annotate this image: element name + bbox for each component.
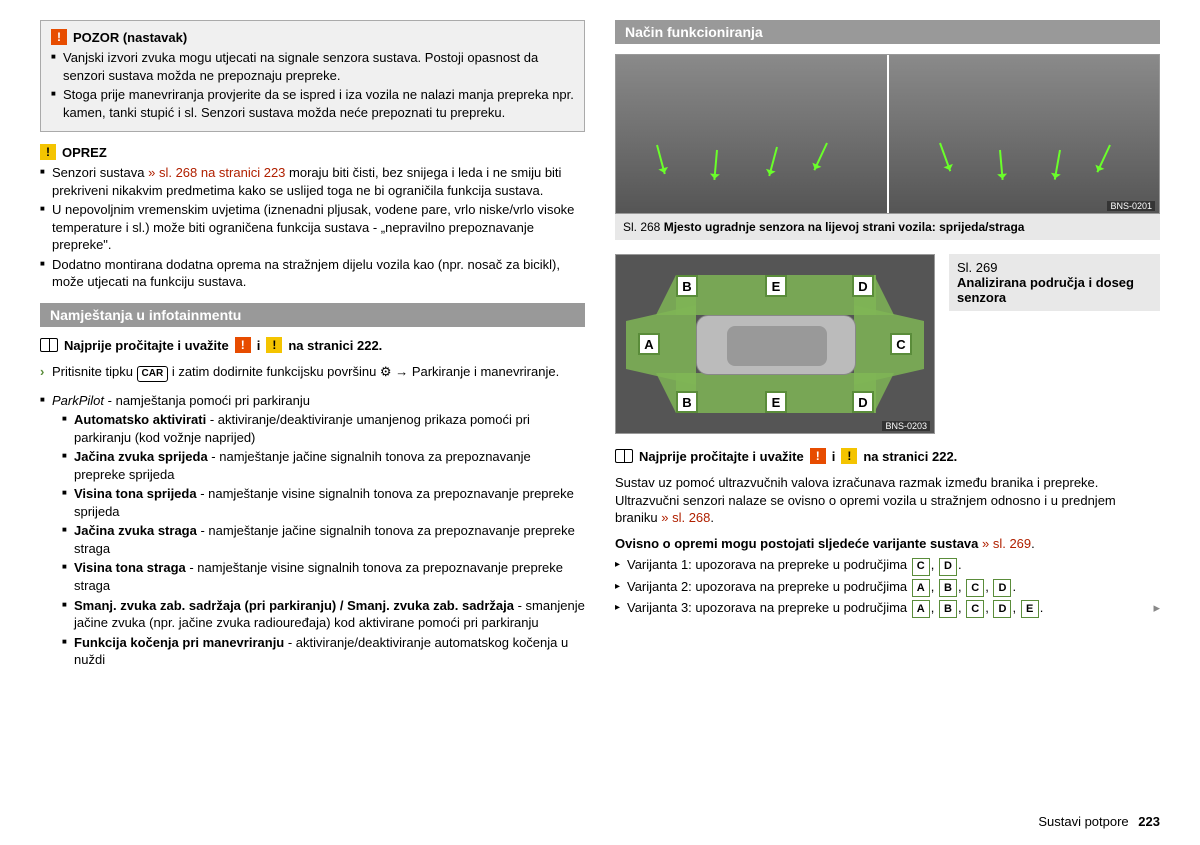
continue-arrow-icon: ▸ <box>1153 599 1160 617</box>
page-footer: Sustavi potpore 223 <box>1038 814 1160 829</box>
car-button: CAR <box>137 366 169 382</box>
page-link[interactable]: » sl. 268 na stranici 223 <box>148 165 285 180</box>
pozor-list: Vanjski izvori zvuka mogu utjecati na si… <box>51 49 574 121</box>
zone-badge: B <box>939 600 957 618</box>
variants-list: Varijanta 1: upozorava na prepreke u pod… <box>615 556 1160 618</box>
variants-header: Ovisno o opremi mogu postojati sljedeće … <box>615 535 1160 553</box>
zone-label-e: E <box>765 275 787 297</box>
list-item: Automatsko aktivirati - aktiviranje/deak… <box>62 411 585 446</box>
warning-icon: ! <box>51 29 67 45</box>
zone-label-e2: E <box>765 391 787 413</box>
parkpilot-sublist: Automatsko aktivirati - aktiviranje/deak… <box>62 411 585 669</box>
figure-caption-269: Sl. 269 Analizirana područja i doseg sen… <box>949 254 1160 311</box>
zone-badge: B <box>939 579 957 597</box>
list-item: Jačina zvuka sprijeda - namještanje jači… <box>62 448 585 483</box>
list-item: ParkPilot - namještanja pomoći pri parki… <box>40 392 585 669</box>
section-header-function: Način funkcioniranja <box>615 20 1160 44</box>
list-item: Senzori sustava » sl. 268 na stranici 22… <box>40 164 585 199</box>
zone-badge: A <box>912 579 930 597</box>
zone-label-d2: D <box>852 391 874 413</box>
zone-badge: C <box>966 600 984 618</box>
zone-label-a: A <box>638 333 660 355</box>
parkpilot-block: ParkPilot - namještanja pomoći pri parki… <box>40 392 585 669</box>
sensor-photo: BNS-0201 <box>615 54 1160 214</box>
oprez-list: Senzori sustava » sl. 268 na stranici 22… <box>40 164 585 291</box>
zone-label-b2: B <box>676 391 698 413</box>
book-icon <box>40 338 58 352</box>
oprez-header: ! OPREZ <box>40 144 585 160</box>
zone-badge: C <box>912 558 930 576</box>
zone-badge: E <box>1021 600 1039 618</box>
list-item: Vanjski izvori zvuka mogu utjecati na si… <box>51 49 574 84</box>
oprez-title: OPREZ <box>62 145 107 160</box>
caution-icon: ! <box>841 448 857 464</box>
right-column: Način funkcioniranja BNS-0201 Sl. 268 Mj… <box>615 20 1160 671</box>
read-first-note: Najprije pročitajte i uvažite ! i ! na s… <box>40 337 585 353</box>
image-id-label: BNS-0203 <box>882 421 930 431</box>
figure-caption-268: Sl. 268 Mjesto ugradnje senzora na lijev… <box>615 214 1160 240</box>
list-item: Visina tona sprijeda - namještanje visin… <box>62 485 585 520</box>
variant-item: Varijanta 1: upozorava na prepreke u pod… <box>615 556 1160 575</box>
book-icon <box>615 449 633 463</box>
image-id-label: BNS-0201 <box>1107 201 1155 211</box>
figure-269-block: A B B C D D E E BNS-0203 Sl. 269 Analizi… <box>615 254 1160 434</box>
zone-badge: C <box>966 579 984 597</box>
pozor-title: POZOR (nastavak) <box>73 30 187 45</box>
zone-badge: D <box>939 558 957 576</box>
variant-item: Varijanta 3: upozorava na prepreke u pod… <box>615 599 1160 618</box>
list-item: Dodatno montirana dodatna oprema na stra… <box>40 256 585 291</box>
paragraph: Sustav uz pomoć ultrazvučnih valova izra… <box>615 474 1160 527</box>
list-item: Visina tona straga - namještanje visine … <box>62 559 585 594</box>
caution-icon: ! <box>40 144 56 160</box>
car-front-photo <box>616 55 889 213</box>
list-item: Jačina zvuka straga - namještanje jačine… <box>62 522 585 557</box>
figure-link[interactable]: » sl. 269 <box>982 536 1031 551</box>
zone-badge: A <box>912 600 930 618</box>
warning-icon: ! <box>810 448 826 464</box>
zone-badge: D <box>993 600 1011 618</box>
list-item: U nepovoljnim vremenskim uvjetima (iznen… <box>40 201 585 254</box>
sensor-diagram: A B B C D D E E BNS-0203 <box>615 254 935 434</box>
press-instruction: Pritisnite tipku CAR i zatim dodirnite f… <box>40 363 585 382</box>
warning-icon: ! <box>235 337 251 353</box>
list-item: Smanj. zvuka zab. sadržaja (pri parkiran… <box>62 597 585 632</box>
pozor-box: ! POZOR (nastavak) Vanjski izvori zvuka … <box>40 20 585 132</box>
zone-label-d: D <box>852 275 874 297</box>
list-item: Funkcija kočenja pri manevriranju - akti… <box>62 634 585 669</box>
oprez-block: ! OPREZ Senzori sustava » sl. 268 na str… <box>40 144 585 291</box>
zone-label-b: B <box>676 275 698 297</box>
car-rear-photo <box>889 55 1160 213</box>
figure-link[interactable]: » sl. 268 <box>661 510 710 525</box>
page-number: 223 <box>1138 814 1160 829</box>
gear-icon <box>380 364 392 379</box>
caution-icon: ! <box>266 337 282 353</box>
list-item: Stoga prije manevriranja provjerite da s… <box>51 86 574 121</box>
pozor-header: ! POZOR (nastavak) <box>51 29 574 45</box>
read-first-note-2: Najprije pročitajte i uvažite ! i ! na s… <box>615 448 1160 464</box>
page-root: ! POZOR (nastavak) Vanjski izvori zvuka … <box>40 20 1160 671</box>
zone-badge: D <box>993 579 1011 597</box>
car-top-icon <box>696 315 856 375</box>
variant-item: Varijanta 2: upozorava na prepreke u pod… <box>615 578 1160 597</box>
section-header-infotainment: Namještanja u infotainmentu <box>40 303 585 327</box>
zone-label-c: C <box>890 333 912 355</box>
left-column: ! POZOR (nastavak) Vanjski izvori zvuka … <box>40 20 585 671</box>
